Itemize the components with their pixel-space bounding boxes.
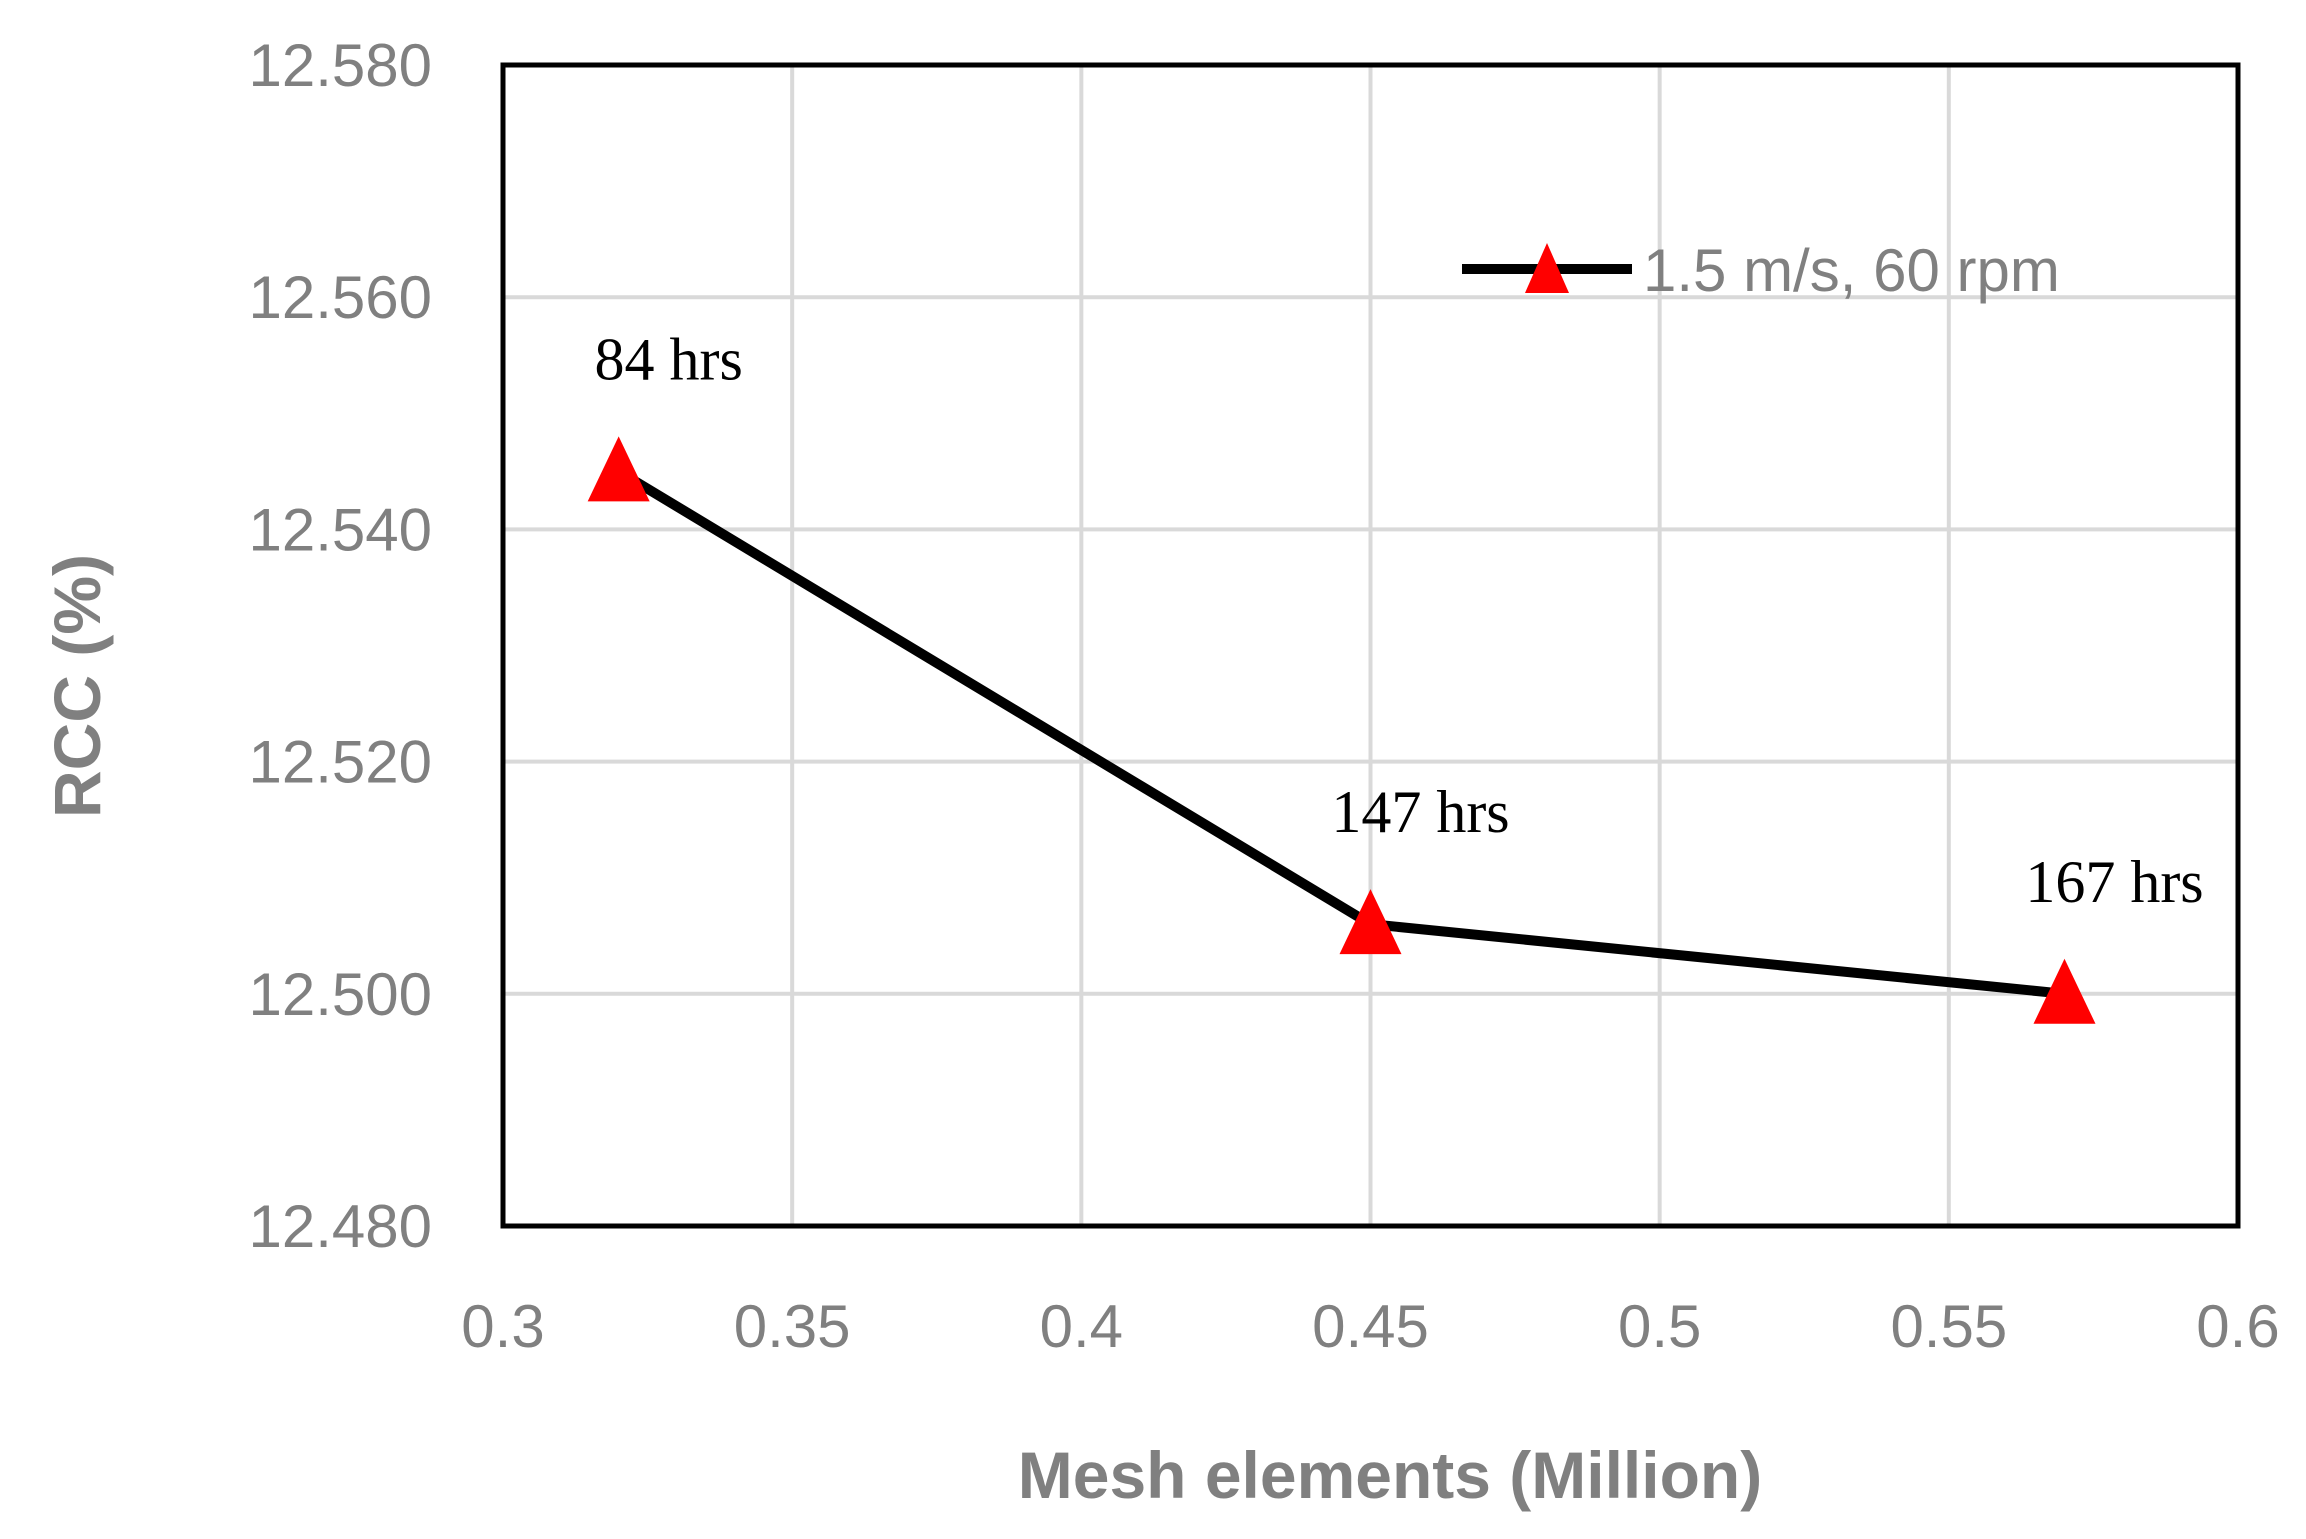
x-tick-label: 0.3 — [461, 1293, 544, 1360]
x-tick-label: 0.35 — [734, 1293, 851, 1360]
x-tick-label: 0.4 — [1040, 1293, 1123, 1360]
x-tick-label: 0.55 — [1890, 1293, 2007, 1360]
legend-label: 1.5 m/s, 60 rpm — [1643, 237, 2060, 304]
data-point-triangle-marker — [587, 436, 650, 502]
data-point-triangle-marker — [2033, 958, 2096, 1024]
data-label: 167 hrs — [2025, 849, 2203, 915]
data-point-triangle-marker — [1339, 889, 1402, 955]
x-axis-tick-labels: 0.3 0.35 0.4 0.45 0.5 0.55 0.6 — [461, 1293, 2279, 1360]
legend: 1.5 m/s, 60 rpm — [1462, 237, 2060, 304]
y-axis-tick-labels: 12.480 12.500 12.520 12.540 12.560 12.580 — [248, 32, 432, 1260]
grid-lines — [503, 65, 2238, 1226]
plot-area-border — [500, 62, 2241, 1229]
y-tick-label: 12.540 — [248, 496, 432, 563]
x-tick-label: 0.6 — [2196, 1293, 2279, 1360]
y-tick-label: 12.500 — [248, 961, 432, 1028]
y-tick-label: 12.580 — [248, 32, 432, 99]
y-tick-label: 12.480 — [248, 1193, 432, 1260]
legend-triangle-marker-icon — [1525, 243, 1569, 293]
x-axis-title: Mesh elements (Million) — [1018, 1438, 1762, 1512]
x-tick-label: 0.45 — [1312, 1293, 1429, 1360]
y-tick-label: 12.520 — [248, 729, 432, 796]
y-axis-title: RCC (%) — [40, 554, 114, 818]
x-tick-label: 0.5 — [1618, 1293, 1701, 1360]
data-labels: 84 hrs 147 hrs 167 hrs — [594, 326, 2203, 914]
y-tick-label: 12.560 — [248, 264, 432, 331]
data-label: 147 hrs — [1331, 779, 1509, 845]
data-label: 84 hrs — [594, 326, 742, 392]
series-line — [616, 467, 2065, 999]
series-layer — [587, 436, 2096, 1024]
